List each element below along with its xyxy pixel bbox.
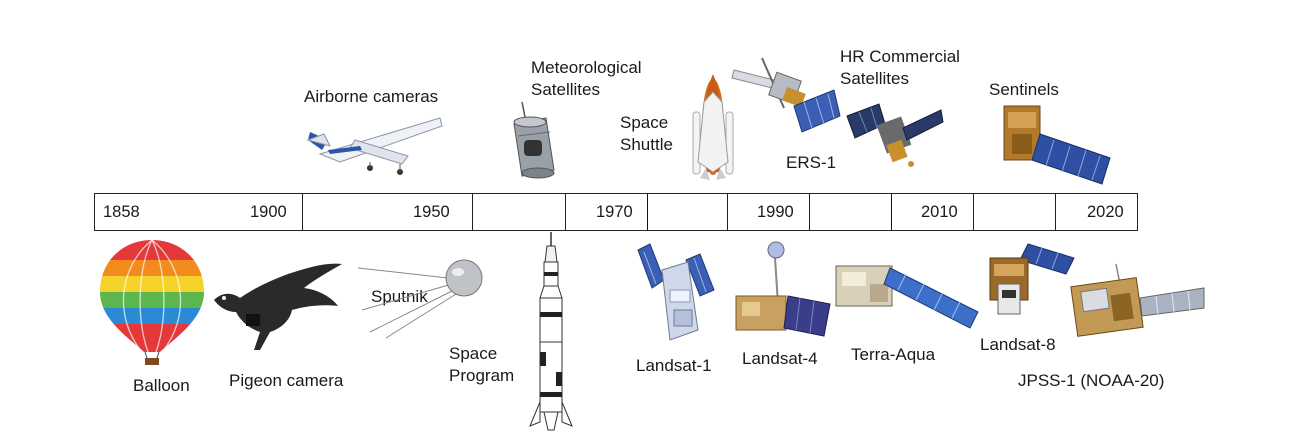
label-space-shuttle-1: Space [620,113,669,132]
label-sentinels: Sentinels [989,80,1059,99]
label-meteorological-satellites: Satellites [531,80,600,99]
label-hr-commercial: HR Commercial [840,47,960,66]
hr-commercial-satellite-icon [846,103,944,167]
label-landsat-8: Landsat-8 [980,335,1056,354]
timeline-segment [892,194,974,230]
label-sputnik: Sputnik [371,287,428,306]
year-label-2010: 2010 [921,203,958,221]
sputnik-icon [357,259,483,339]
label-terra-aqua: Terra-Aqua [851,345,936,364]
year-label-1970: 1970 [596,203,633,221]
timeline-segment [303,194,473,230]
timeline-segment [95,194,303,230]
space-shuttle-icon [692,74,734,180]
label-balloon: Balloon [133,376,190,395]
landsat-4-satellite-icon [735,241,831,337]
label-pigeon-camera: Pigeon camera [229,371,344,390]
label-space-program-2: Program [449,366,515,385]
label-jpss-1: JPSS-1 (NOAA-20) [1018,371,1165,390]
terra-aqua-satellite-icon [835,265,979,329]
timeline-bar: 1858 1900 1950 1970 1990 2010 2020 [94,193,1138,231]
timeline-segment [473,194,566,230]
year-label-1950: 1950 [413,203,450,221]
year-label-1990: 1990 [757,203,794,221]
ers-1-satellite-icon [731,57,841,133]
saturn-v-rocket-icon [529,232,573,431]
label-airborne-cameras: Airborne cameras [304,87,439,106]
label-meteorological: Meteorological [531,58,642,77]
label-ers-1: ERS-1 [786,153,837,172]
label-landsat-1: Landsat-1 [636,356,712,375]
airplane-icon [306,117,443,175]
year-label-1900: 1900 [250,203,287,221]
label-space-program-1: Space [449,344,498,363]
label-hr-satellites: Satellites [840,69,909,88]
timeline-segment [810,194,892,230]
year-label-1858: 1858 [103,203,140,221]
pigeon-camera-icon [214,263,342,350]
timeline-segment [728,194,810,230]
label-space-shuttle-2: Shuttle [620,135,673,154]
sentinel-satellite-icon [1003,105,1111,185]
meteorological-satellite-icon [513,101,555,179]
jpss-1-satellite-icon [1070,263,1205,337]
timeline-segment [566,194,648,230]
landsat-1-satellite-icon [637,243,715,341]
label-landsat-4: Landsat-4 [742,349,818,368]
landsat-8-satellite-icon [989,243,1075,315]
timeline-segment [974,194,1056,230]
timeline-segment [648,194,728,230]
balloon-icon [100,240,204,365]
year-label-2020: 2020 [1087,203,1124,221]
